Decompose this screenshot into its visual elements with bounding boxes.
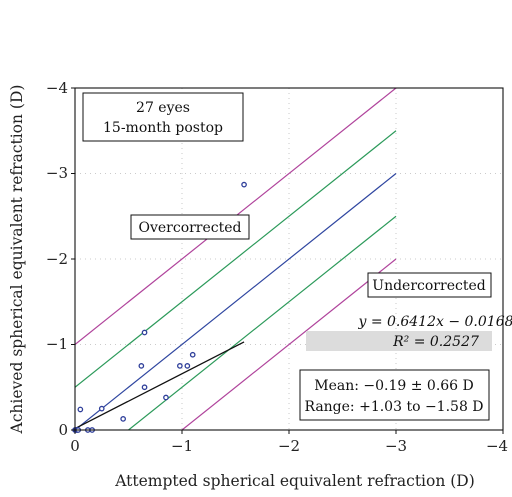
x-axis-label: Attempted spherical equivalent refractio… — [114, 472, 475, 490]
data-point-9 — [138, 363, 145, 369]
data-point-11 — [141, 384, 148, 391]
info-box — [82, 92, 244, 142]
equation-box — [306, 331, 492, 351]
reference-line-3 — [128, 215, 397, 430]
data-point-8 — [120, 416, 127, 422]
overcorrected-box — [130, 214, 250, 240]
data-point-14 — [184, 363, 191, 369]
x-tick-label-3: −3 — [385, 437, 407, 455]
stats-line1: Mean: −0.19 ± 0.66 D — [314, 378, 474, 394]
x-tick-label-2: −2 — [278, 437, 300, 455]
regression-line — [74, 341, 245, 430]
overcorrected-label: Overcorrected — [138, 220, 241, 236]
undercorrected-box — [367, 272, 492, 298]
x-tick-label-1: −1 — [171, 437, 193, 455]
stats-box — [299, 369, 490, 421]
equation-line2: R² = 0.2527 — [392, 334, 479, 350]
y-tick-label-1: −1 — [46, 335, 68, 353]
y-tick-label-3: −3 — [46, 164, 68, 182]
stats-line2: Range: +1.03 to −1.58 D — [304, 399, 483, 415]
y-tick-label-0: 0 — [58, 421, 68, 439]
undercorrected-label: Undercorrected — [372, 278, 485, 294]
data-point-16 — [241, 181, 247, 188]
info-box-line1: 27 eyes — [136, 100, 190, 116]
data-point-10 — [141, 329, 148, 336]
reference-line-4 — [181, 258, 397, 430]
data-point-7 — [98, 405, 105, 412]
axis-ticks — [71, 87, 504, 434]
y-axis-label: Achieved spherical equivalent refraction… — [8, 85, 26, 435]
equation-line1: y = 0.6412x − 0.0168 — [357, 314, 512, 330]
x-tick-label-0: 0 — [70, 437, 80, 455]
x-tick-label-4: −4 — [486, 437, 508, 455]
info-box-line2: 15-month postop — [103, 120, 223, 136]
y-tick-label-2: −2 — [46, 250, 68, 268]
data-point-15 — [189, 351, 196, 358]
y-tick-label-4: −4 — [46, 79, 68, 97]
data-point-4 — [77, 406, 84, 413]
reference-line-1 — [75, 130, 397, 388]
data-point-12 — [163, 394, 169, 401]
reference-line-2 — [75, 173, 397, 430]
data-point-13 — [177, 363, 183, 369]
